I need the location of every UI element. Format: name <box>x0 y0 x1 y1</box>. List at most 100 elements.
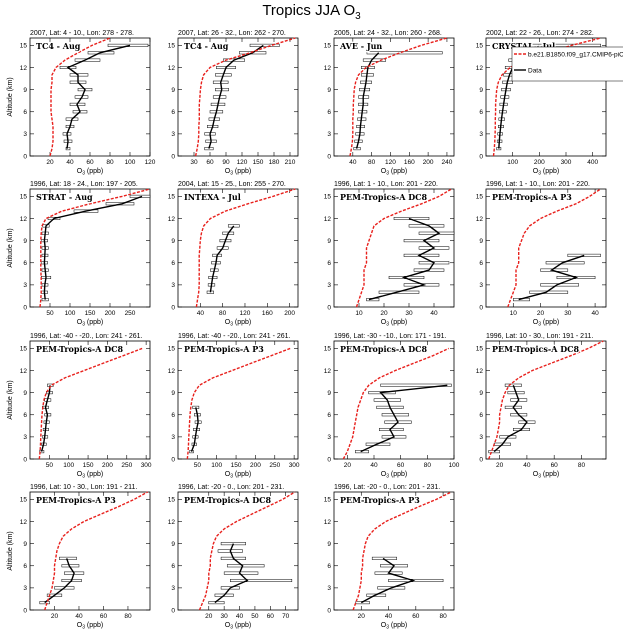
y-tick-label: 12 <box>20 65 28 72</box>
x-tick-label: 200 <box>534 159 545 166</box>
y-tick-label: 15 <box>476 194 484 201</box>
spread-box <box>69 73 89 77</box>
x-tick-label: 60 <box>412 613 420 620</box>
spread-box <box>488 450 500 454</box>
x-tick-label: 400 <box>587 159 598 166</box>
panel-13: 1996, Lat: 10 - 30., Lon: 191 - 211. 0 3 6 9… <box>7 484 151 631</box>
plot-frame <box>177 37 299 157</box>
x-tick-label: 80 <box>424 462 432 469</box>
x-tick-label: 60 <box>100 613 108 620</box>
model-line <box>349 37 448 157</box>
x-tick-label: 80 <box>124 613 132 620</box>
x-tick-label: 300 <box>561 159 572 166</box>
x-tick-label: 20 <box>537 310 545 317</box>
x-axis-label: O3 (ppb) <box>225 168 252 177</box>
spread-box <box>517 43 601 47</box>
model-line <box>195 188 296 308</box>
x-tick-label: 60 <box>267 613 275 620</box>
x-tick-label: 200 <box>105 310 116 317</box>
legend-data-label: Data <box>528 68 542 75</box>
panel-label: TC4 - Aug <box>184 41 229 51</box>
y-tick-label: 15 <box>20 194 28 201</box>
x-tick-label: 250 <box>125 310 136 317</box>
x-tick-label: 250 <box>269 462 280 469</box>
spread-box <box>59 556 77 560</box>
y-tick-label: 9 <box>479 87 483 94</box>
y-tick-label: 12 <box>476 65 484 72</box>
panel-header: 1996, Lat: 1 - 10., Lon: 201 - 220. <box>334 181 438 188</box>
x-tick-label: 150 <box>85 310 96 317</box>
plot-frame <box>333 37 455 157</box>
model-line <box>355 188 452 308</box>
panel-15: 1996, Lat: -20 - 0., Lon: 201 - 231. 0 3 6 9… <box>324 484 455 631</box>
y-tick-label: 6 <box>327 412 331 419</box>
x-tick-label: 40 <box>75 613 83 620</box>
panel-4: 2002, Lat: 22 - 26., Lon: 274 - 282. 0 3 6 9… <box>476 30 623 177</box>
obs-line <box>360 557 416 604</box>
x-axis-label: O3 (ppb) <box>77 622 104 631</box>
y-tick-label: 0 <box>171 607 175 614</box>
x-tick-label: 40 <box>349 159 357 166</box>
y-tick-label: 6 <box>23 260 27 267</box>
panel-header: 1996, Lat: -20 - 0., Lon: 201 - 231. <box>334 484 440 491</box>
panel-header: 2007, Lat: 26 - 32., Lon: 262 - 270. <box>178 30 286 37</box>
y-tick-label: 0 <box>171 456 175 463</box>
panel-8: 1996, Lat: 1 - 10., Lon: 201 - 220. 0 3 6 9 1… <box>476 181 607 328</box>
x-tick-label: 10 <box>510 310 518 317</box>
panel-header: 1996, Lat: 10 - 30., Lon: 191 - 211. <box>486 333 593 340</box>
panel-10: 1996, Lat: -40 - -20., Lon: 241 - 261. 0 3… <box>168 333 300 480</box>
y-tick-label: 3 <box>23 282 27 289</box>
x-tick-label: 50 <box>194 462 202 469</box>
obs-line <box>44 558 75 604</box>
plot-frame <box>29 37 151 157</box>
y-tick-label: 0 <box>23 153 27 160</box>
x-tick-label: 200 <box>102 462 113 469</box>
y-tick-label: 15 <box>168 497 176 504</box>
x-tick-label: 40 <box>523 462 531 469</box>
x-tick-label: 50 <box>46 462 54 469</box>
x-tick-label: 10 <box>355 310 363 317</box>
spread-box <box>403 239 440 243</box>
panel-9: 1996, Lat: -40 - -20., Lon: 241 - 261. 0 3… <box>7 333 152 480</box>
x-axis-label: O3 (ppb) <box>381 168 408 177</box>
x-tick-label: 200 <box>250 462 261 469</box>
y-tick-label: 15 <box>20 346 28 353</box>
x-tick-label: 60 <box>397 462 405 469</box>
plot-frame <box>177 340 299 460</box>
x-axis-label: O3 (ppb) <box>533 319 560 328</box>
x-tick-label: 30 <box>564 310 572 317</box>
panel-header: 2007, Lat: 4 - 10., Lon: 278 - 278. <box>30 30 134 37</box>
x-tick-label: 90 <box>222 159 230 166</box>
panel-label: AVE - Jun <box>339 41 382 51</box>
y-tick-label: 3 <box>171 434 175 441</box>
x-tick-label: 80 <box>368 159 376 166</box>
x-tick-label: 40 <box>66 159 74 166</box>
x-tick-label: 60 <box>206 159 214 166</box>
x-tick-label: 60 <box>86 159 94 166</box>
y-tick-label: 3 <box>327 585 331 592</box>
y-tick-label: 6 <box>171 109 175 116</box>
x-tick-label: 100 <box>65 310 76 317</box>
panel-label: PEM-Tropics-A P3 <box>184 344 264 354</box>
panel-header: 2002, Lat: 22 - 26., Lon: 274 - 282. <box>486 30 594 37</box>
y-tick-label: 3 <box>171 131 175 138</box>
x-tick-label: 120 <box>237 159 248 166</box>
y-tick-label: 6 <box>23 109 27 116</box>
y-tick-label: 6 <box>171 412 175 419</box>
figure-title-text: Tropics JJA O <box>262 2 356 19</box>
y-tick-label: 6 <box>327 563 331 570</box>
panel-header: 2004, Lat: 15 - 25., Lon: 255 - 270. <box>178 181 286 188</box>
obs-line <box>368 217 441 301</box>
y-tick-label: 15 <box>476 346 484 353</box>
plot-frame <box>333 340 455 460</box>
x-axis-label: O3 (ppb) <box>381 622 408 631</box>
y-tick-label: 3 <box>479 131 483 138</box>
y-tick-label: 0 <box>171 304 175 311</box>
panel-12: 1996, Lat: 10 - 30., Lon: 191 - 211. 0 3 6 9… <box>476 333 607 480</box>
panel-header: 1996, Lat: -30 - -10., Lon: 171 - 191. <box>334 333 447 340</box>
obs-line <box>40 385 51 452</box>
x-tick-label: 160 <box>404 159 415 166</box>
panel-label: PEM-Tropics-A DC8 <box>340 344 428 354</box>
x-tick-label: 300 <box>289 462 300 469</box>
